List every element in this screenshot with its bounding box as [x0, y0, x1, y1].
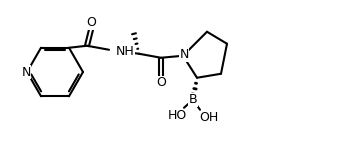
Text: B: B: [189, 93, 197, 106]
Text: O: O: [86, 16, 96, 29]
Text: NH: NH: [116, 45, 135, 58]
Text: N: N: [179, 48, 189, 61]
Text: HO: HO: [167, 109, 187, 122]
Text: N: N: [21, 66, 31, 78]
Text: O: O: [156, 76, 166, 89]
Text: OH: OH: [199, 111, 219, 124]
